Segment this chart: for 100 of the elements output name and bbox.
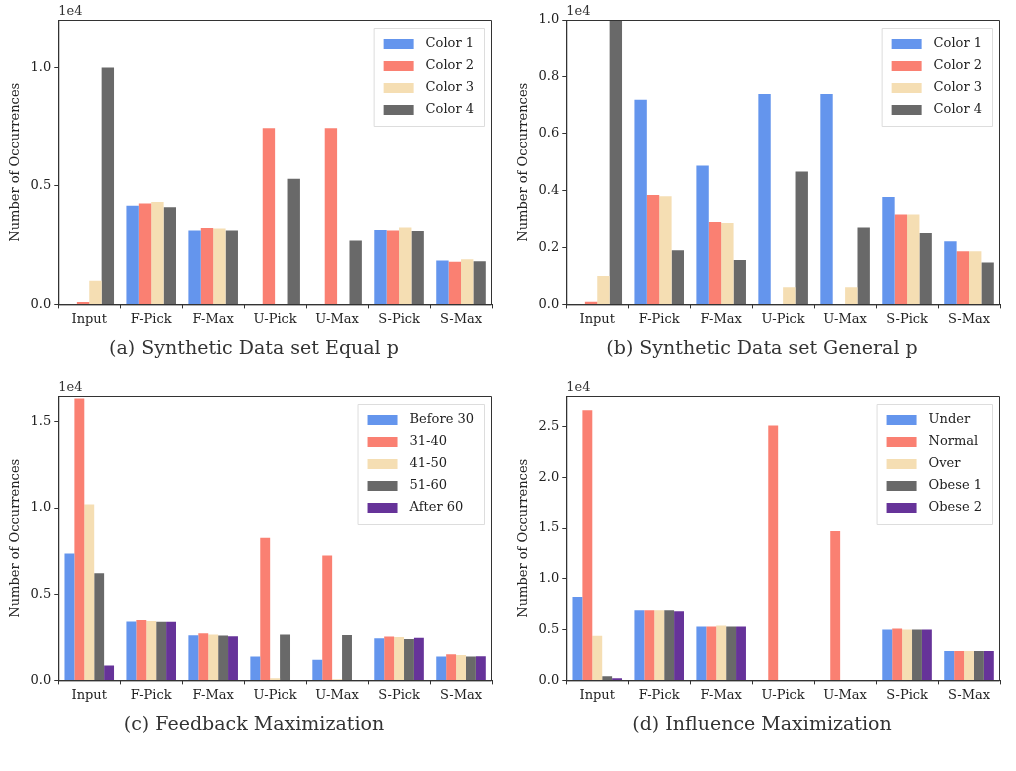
bar bbox=[456, 654, 466, 680]
bar bbox=[892, 628, 903, 680]
bar bbox=[446, 654, 457, 680]
bar bbox=[436, 260, 449, 304]
x-tick-label: F-Pick bbox=[638, 686, 680, 702]
bar bbox=[969, 251, 982, 304]
bar bbox=[349, 240, 362, 304]
bar bbox=[394, 636, 405, 680]
bar bbox=[163, 207, 176, 304]
bar bbox=[664, 610, 675, 680]
bar bbox=[912, 629, 922, 680]
bar bbox=[716, 625, 727, 680]
bar bbox=[584, 301, 598, 304]
bar bbox=[706, 626, 717, 680]
bar bbox=[126, 205, 139, 304]
x-tick-label: S-Max bbox=[439, 686, 483, 702]
bar bbox=[733, 260, 746, 304]
legend-label: Color 1 bbox=[933, 35, 983, 51]
y-tick-label: 0.6 bbox=[538, 125, 560, 141]
bar bbox=[783, 287, 796, 304]
legend-label: Color 3 bbox=[933, 79, 983, 95]
y-axis-title: Number of Occurrences bbox=[515, 82, 531, 242]
bar bbox=[151, 202, 164, 304]
legend-label: Color 1 bbox=[425, 35, 475, 51]
y-tick-label: 1.0 bbox=[538, 11, 560, 27]
bar bbox=[126, 621, 137, 680]
bar bbox=[188, 635, 199, 680]
bar bbox=[374, 638, 385, 680]
y-axis-title: Number of Occurrences bbox=[7, 82, 23, 242]
x-tick-label: U-Pick bbox=[761, 310, 805, 326]
x-tick-label: F-Pick bbox=[130, 310, 172, 326]
bar bbox=[582, 410, 593, 680]
legend-label: 31-40 bbox=[409, 433, 448, 449]
bar bbox=[646, 194, 660, 304]
bar bbox=[280, 634, 291, 680]
bar bbox=[944, 650, 955, 680]
bar bbox=[659, 196, 672, 304]
y-tick-label: 0.0 bbox=[30, 671, 52, 687]
bar bbox=[981, 262, 994, 304]
bar bbox=[696, 165, 709, 304]
legend-label: Color 2 bbox=[425, 57, 475, 73]
x-tick-label: S-Pick bbox=[378, 686, 421, 702]
y-tick-label: 0.8 bbox=[538, 68, 560, 84]
bar bbox=[74, 398, 85, 680]
bar bbox=[287, 178, 300, 304]
bar bbox=[136, 620, 147, 680]
bar bbox=[448, 261, 462, 304]
legend-label: Obese 2 bbox=[928, 499, 983, 515]
bar bbox=[644, 610, 655, 680]
bar bbox=[156, 621, 167, 680]
bar bbox=[857, 227, 870, 304]
x-tick-label: F-Max bbox=[700, 686, 743, 702]
text: 1e4 bbox=[58, 2, 83, 18]
bar bbox=[736, 626, 746, 680]
bar bbox=[919, 233, 932, 304]
text: (b) Synthetic Data set General p bbox=[605, 336, 919, 358]
bar bbox=[384, 636, 395, 680]
bar bbox=[820, 93, 833, 304]
legend-label: Over bbox=[928, 455, 962, 471]
x-tick-label: U-Max bbox=[823, 686, 868, 702]
text: 1e4 bbox=[566, 378, 591, 394]
bar bbox=[198, 633, 209, 680]
bar bbox=[768, 425, 779, 680]
bar bbox=[436, 656, 447, 680]
bar bbox=[708, 221, 722, 304]
bar bbox=[602, 676, 613, 680]
x-tick-label: U-Max bbox=[823, 310, 868, 326]
bar bbox=[634, 610, 645, 680]
bar bbox=[954, 650, 965, 680]
bar bbox=[921, 629, 932, 680]
bar bbox=[475, 656, 486, 680]
legend-label: 41-50 bbox=[409, 455, 448, 471]
bar bbox=[721, 223, 734, 304]
bar bbox=[101, 67, 115, 304]
x-tick-label: U-Max bbox=[315, 310, 360, 326]
x-tick-label: F-Max bbox=[700, 310, 743, 326]
legend-label: Color 4 bbox=[933, 101, 983, 117]
bar bbox=[322, 555, 333, 680]
y-tick-label: 0.5 bbox=[30, 177, 52, 193]
bar bbox=[250, 656, 261, 680]
bar bbox=[342, 634, 352, 680]
legend-label: Color 4 bbox=[425, 101, 475, 117]
bar bbox=[324, 128, 338, 304]
y-tick-label: 1.5 bbox=[30, 413, 52, 429]
bar bbox=[225, 230, 238, 304]
legend-label: After 60 bbox=[408, 499, 464, 515]
x-tick-label: Input bbox=[579, 686, 616, 702]
bar bbox=[696, 626, 707, 680]
y-tick-label: 0.0 bbox=[538, 671, 560, 687]
bar bbox=[473, 261, 486, 304]
bar bbox=[213, 228, 226, 304]
x-tick-label: S-Pick bbox=[886, 686, 929, 702]
bar bbox=[674, 611, 684, 680]
bar bbox=[104, 665, 115, 680]
bar bbox=[374, 229, 387, 304]
x-tick-label: F-Max bbox=[192, 686, 235, 702]
x-tick-label: U-Max bbox=[315, 686, 360, 702]
bar bbox=[609, 20, 623, 304]
bar bbox=[413, 637, 424, 680]
x-tick-label: U-Pick bbox=[253, 686, 297, 702]
